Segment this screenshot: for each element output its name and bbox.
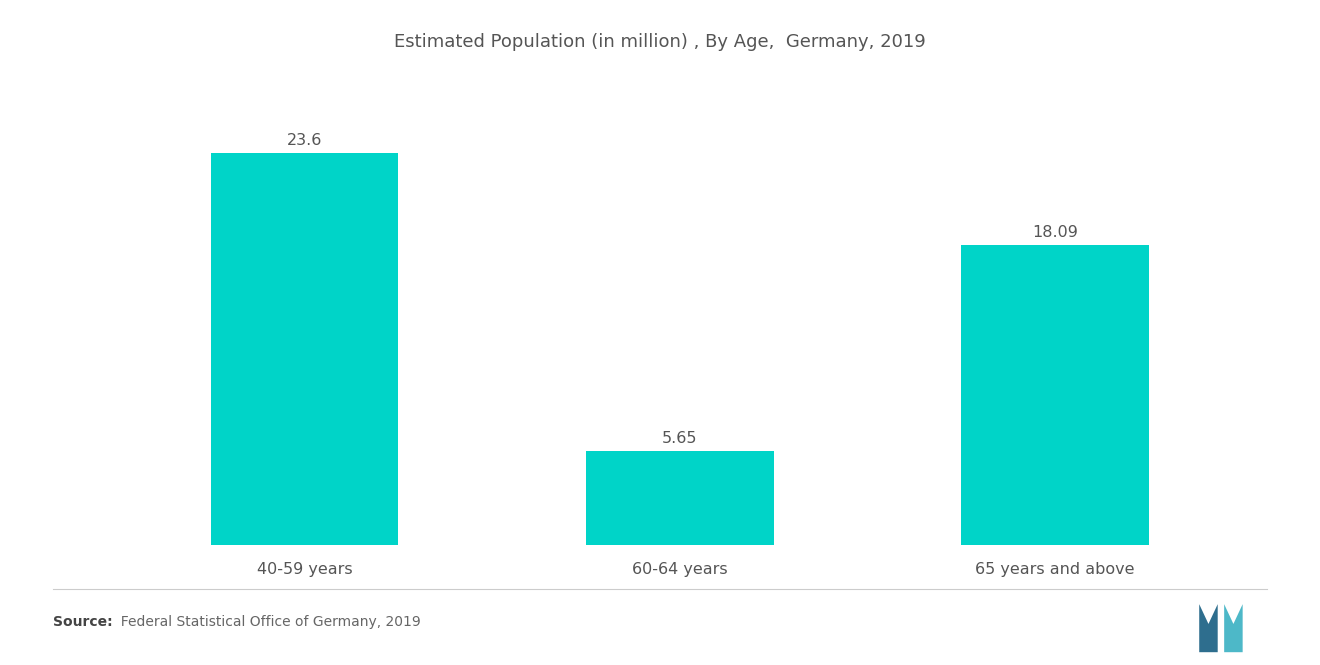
Text: Estimated Population (in million) , By Age,  Germany, 2019: Estimated Population (in million) , By A… <box>395 33 925 51</box>
Bar <box>961 245 1148 545</box>
Text: Federal Statistical Office of Germany, 2019: Federal Statistical Office of Germany, 2… <box>112 614 421 629</box>
Text: Source:: Source: <box>53 614 112 629</box>
Text: 5.65: 5.65 <box>663 432 697 446</box>
Polygon shape <box>1224 604 1242 652</box>
Text: 23.6: 23.6 <box>286 133 322 148</box>
Bar <box>586 452 774 545</box>
Bar <box>211 153 399 545</box>
Polygon shape <box>1200 604 1218 652</box>
Text: 18.09: 18.09 <box>1032 225 1078 239</box>
